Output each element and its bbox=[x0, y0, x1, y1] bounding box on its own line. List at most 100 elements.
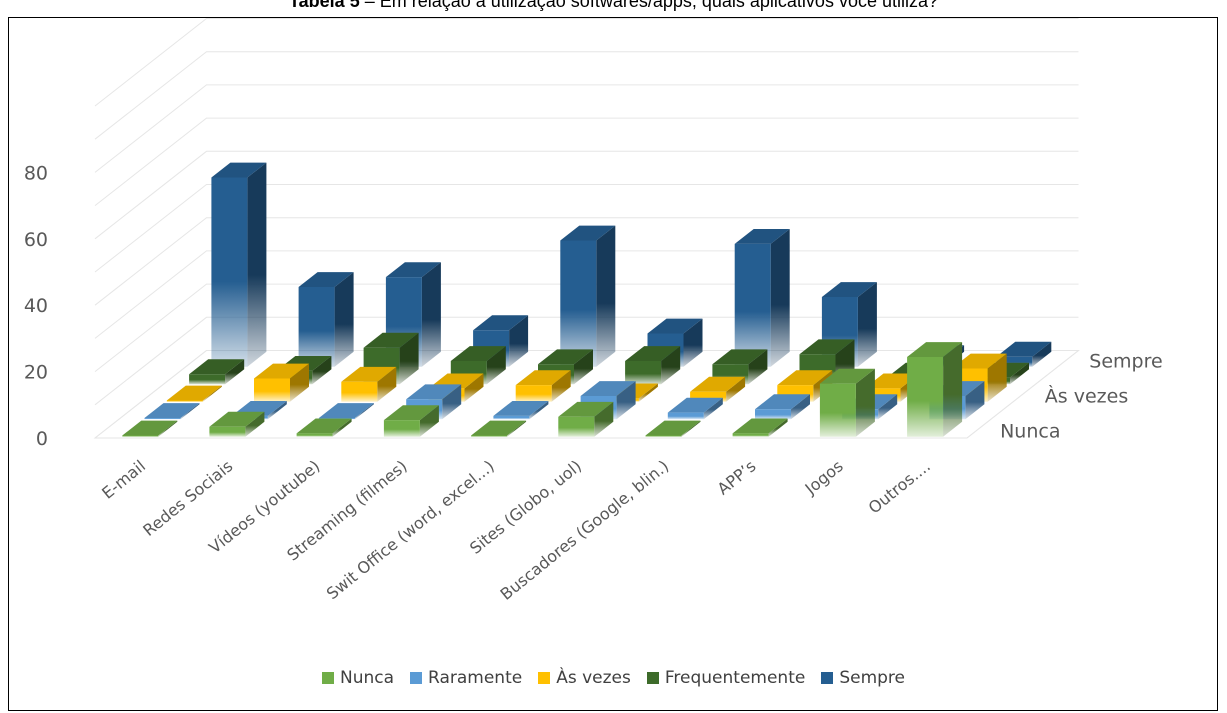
bar-side bbox=[507, 420, 527, 437]
bar-front bbox=[254, 378, 290, 402]
legend-swatch bbox=[821, 672, 834, 684]
depth-tick-label: Nunca bbox=[1000, 420, 1060, 442]
bar-top bbox=[450, 346, 506, 361]
bar-top bbox=[385, 262, 441, 278]
bar-side bbox=[596, 225, 616, 367]
bar-side bbox=[791, 394, 810, 420]
bar-side bbox=[857, 282, 877, 367]
bar--s-vezes-0 bbox=[166, 385, 222, 402]
bar-side bbox=[464, 373, 484, 402]
bar-top bbox=[907, 342, 963, 357]
bar-top bbox=[667, 397, 723, 413]
bar-side bbox=[399, 332, 419, 385]
bar-top bbox=[254, 363, 309, 379]
bar-top bbox=[122, 420, 178, 436]
bar-front bbox=[493, 415, 530, 420]
bar-side bbox=[661, 346, 681, 385]
bar-side bbox=[987, 353, 1007, 402]
depth-axis: Nunca Às vezes Sempre bbox=[1000, 350, 1163, 442]
bar-front bbox=[667, 412, 704, 420]
bar-top bbox=[819, 368, 875, 384]
bar-frequentemente-5 bbox=[625, 346, 681, 385]
x-tick-label: E-mail bbox=[98, 456, 149, 502]
bar-front bbox=[471, 435, 508, 437]
bar-side bbox=[245, 411, 265, 437]
bar-side bbox=[703, 397, 723, 420]
bar-top bbox=[560, 225, 616, 241]
gridline bbox=[94, 18, 1079, 107]
bar-side bbox=[878, 394, 898, 420]
bar-top bbox=[383, 405, 439, 421]
x-tick-label: APP’s bbox=[714, 456, 760, 498]
legend-swatch bbox=[538, 672, 551, 684]
bar-top bbox=[732, 418, 788, 434]
bar-side bbox=[247, 162, 267, 367]
legend-label: Sempre bbox=[839, 668, 906, 688]
bar-side bbox=[683, 318, 703, 367]
legend: Nunca Raramente Às vezes Frequentemente Semp… bbox=[0, 668, 1227, 688]
bar-side bbox=[290, 363, 309, 402]
bar-top bbox=[755, 394, 810, 410]
x-tick-label: Jogos bbox=[801, 456, 847, 498]
bar-side bbox=[1032, 341, 1052, 367]
bar-top bbox=[951, 353, 1007, 369]
bar-side bbox=[332, 418, 352, 437]
legend-item: Raramente bbox=[410, 668, 522, 688]
bar-top bbox=[471, 420, 527, 436]
bar-sempre-6 bbox=[734, 229, 790, 367]
bar--s-vezes-4 bbox=[515, 370, 571, 402]
bar-nunca-1 bbox=[209, 411, 265, 437]
chart-walls bbox=[93, 18, 1080, 439]
bar-top bbox=[209, 411, 265, 427]
bar-frequentemente-0 bbox=[189, 359, 245, 385]
bar-side bbox=[529, 401, 549, 420]
bar-front bbox=[734, 243, 771, 367]
bar-side bbox=[354, 403, 374, 420]
legend-item: Frequentemente bbox=[646, 668, 805, 688]
bar-side bbox=[419, 405, 439, 437]
bar-front bbox=[645, 435, 682, 437]
depth-tick-label: Às vezes bbox=[1045, 384, 1128, 407]
bar-front bbox=[907, 357, 944, 437]
bar-side bbox=[574, 349, 593, 385]
legend-item: Às vezes bbox=[538, 668, 631, 688]
depth-tick-label: Sempre bbox=[1089, 350, 1162, 372]
bar-side bbox=[334, 272, 354, 367]
bar-side bbox=[551, 370, 571, 402]
chart-caption: Tabela 5 – Em relação à utilização softw… bbox=[0, 0, 1227, 12]
bar-top bbox=[996, 341, 1052, 357]
bar-side bbox=[1010, 362, 1029, 385]
bar--s-vezes-1 bbox=[254, 363, 309, 402]
bar-front bbox=[122, 435, 159, 437]
bar-front bbox=[558, 416, 595, 437]
bar-side bbox=[638, 383, 658, 402]
legend-item: Sempre bbox=[821, 668, 905, 688]
bar-top bbox=[166, 385, 222, 401]
bar-side bbox=[312, 356, 332, 385]
bar-nunca-4 bbox=[471, 420, 527, 437]
bar-front bbox=[144, 418, 181, 420]
bar-top bbox=[558, 401, 614, 417]
gridline bbox=[94, 117, 1079, 206]
bars bbox=[122, 162, 1052, 437]
bar-side bbox=[442, 384, 462, 420]
bar-raramente-6 bbox=[667, 397, 723, 420]
bar-front bbox=[341, 381, 378, 402]
gridline bbox=[94, 217, 1079, 306]
bar-nunca-5 bbox=[558, 401, 614, 437]
legend-label: Raramente bbox=[428, 668, 523, 688]
bar-nunca-6 bbox=[645, 420, 701, 437]
x-tick-label: Swit Office (word, excel...) bbox=[323, 456, 498, 603]
y-tick-label: 60 bbox=[24, 229, 48, 251]
bar-side bbox=[267, 401, 287, 420]
bar-top bbox=[298, 272, 354, 287]
bar-top bbox=[296, 418, 352, 434]
bar-front bbox=[515, 385, 552, 402]
bar-front bbox=[166, 400, 203, 402]
bar-sempre-1 bbox=[298, 272, 354, 367]
bar-side bbox=[768, 418, 788, 437]
bar-sempre-4 bbox=[560, 225, 616, 367]
bar-front bbox=[383, 420, 420, 437]
bar-top bbox=[538, 349, 593, 365]
